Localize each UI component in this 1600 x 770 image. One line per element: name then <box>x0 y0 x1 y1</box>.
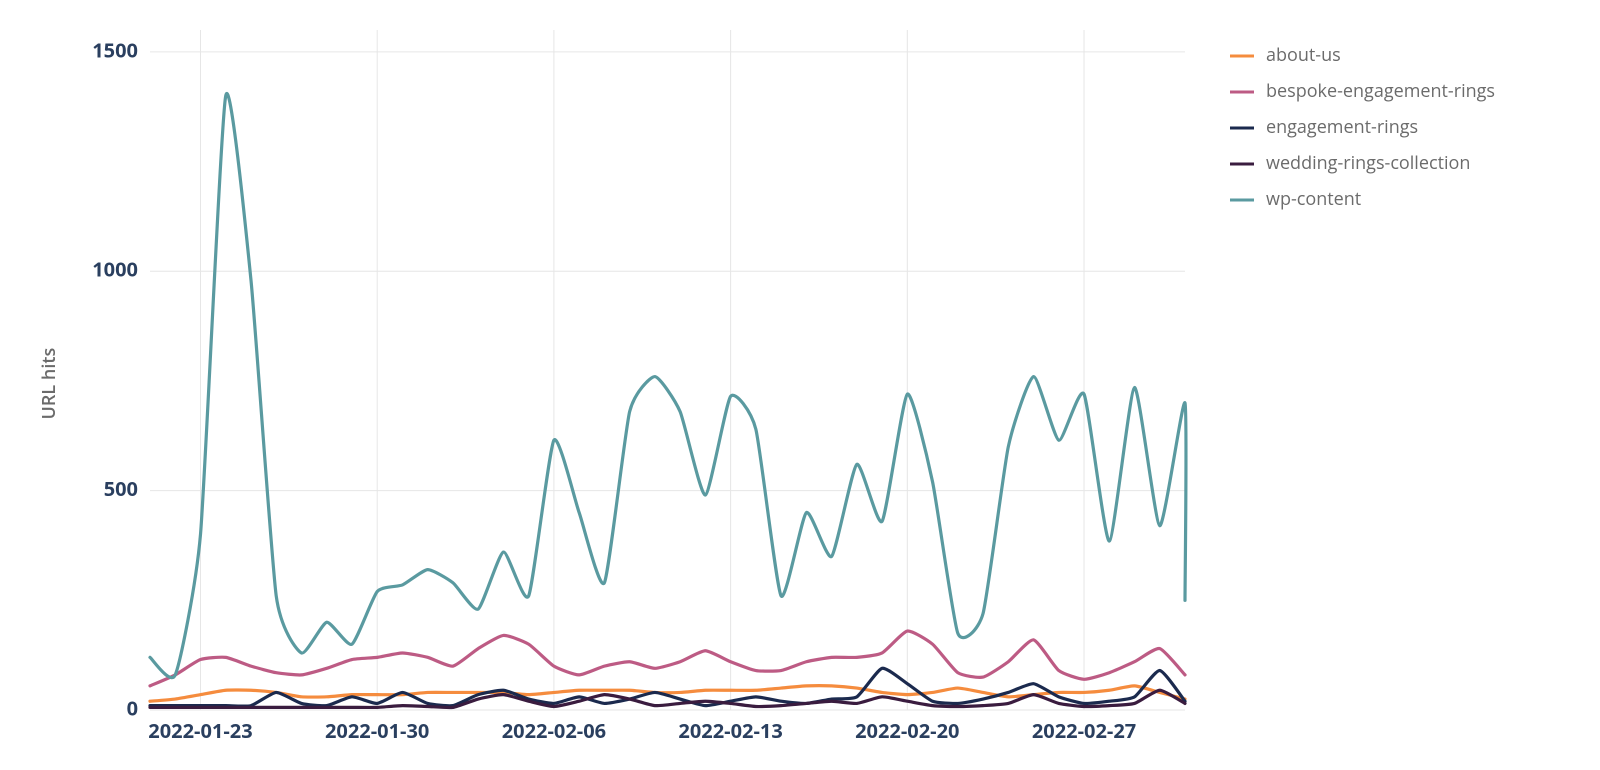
x-tick-label: 2022-02-06 <box>502 717 606 744</box>
y-axis-title: URL hits <box>37 348 61 420</box>
x-tick-label: 2022-01-23 <box>148 717 252 744</box>
y-tick-label: 0 <box>127 694 138 721</box>
x-tick-label: 2022-02-13 <box>678 717 782 744</box>
x-tick-label: 2022-01-30 <box>325 717 429 744</box>
y-tick-label: 500 <box>104 475 138 502</box>
legend-label[interactable]: engagement-rings <box>1266 115 1418 139</box>
legend-swatch[interactable] <box>1230 163 1254 166</box>
series-wp-content <box>150 94 1186 678</box>
legend: about-us bespoke-engagement-rings engageme… <box>1230 43 1495 211</box>
legend-swatch[interactable] <box>1230 127 1254 130</box>
url-hits-line-chart: 0 500 1000 1500 2022-01-23 2022-01-30 2022-02-… <box>0 0 1600 770</box>
legend-swatch[interactable] <box>1230 199 1254 202</box>
legend-label[interactable]: wp-content <box>1266 187 1361 211</box>
legend-swatch[interactable] <box>1230 91 1254 94</box>
y-tick-label: 1500 <box>92 36 138 63</box>
chart-svg: 0 500 1000 1500 2022-01-23 2022-01-30 2022-02-… <box>0 0 1600 770</box>
legend-swatch[interactable] <box>1230 55 1254 58</box>
y-tick-label: 1000 <box>92 256 138 283</box>
legend-label[interactable]: wedding-rings-collection <box>1266 151 1470 175</box>
grid <box>150 30 1185 710</box>
x-tick-label: 2022-02-27 <box>1032 717 1136 744</box>
legend-label[interactable]: about-us <box>1266 43 1341 67</box>
series-about-us <box>150 686 1185 702</box>
x-tick-label: 2022-02-20 <box>855 717 959 744</box>
legend-label[interactable]: bespoke-engagement-rings <box>1266 79 1495 103</box>
series-bespoke-engagement-rings <box>150 631 1185 686</box>
series-group <box>150 94 1186 708</box>
